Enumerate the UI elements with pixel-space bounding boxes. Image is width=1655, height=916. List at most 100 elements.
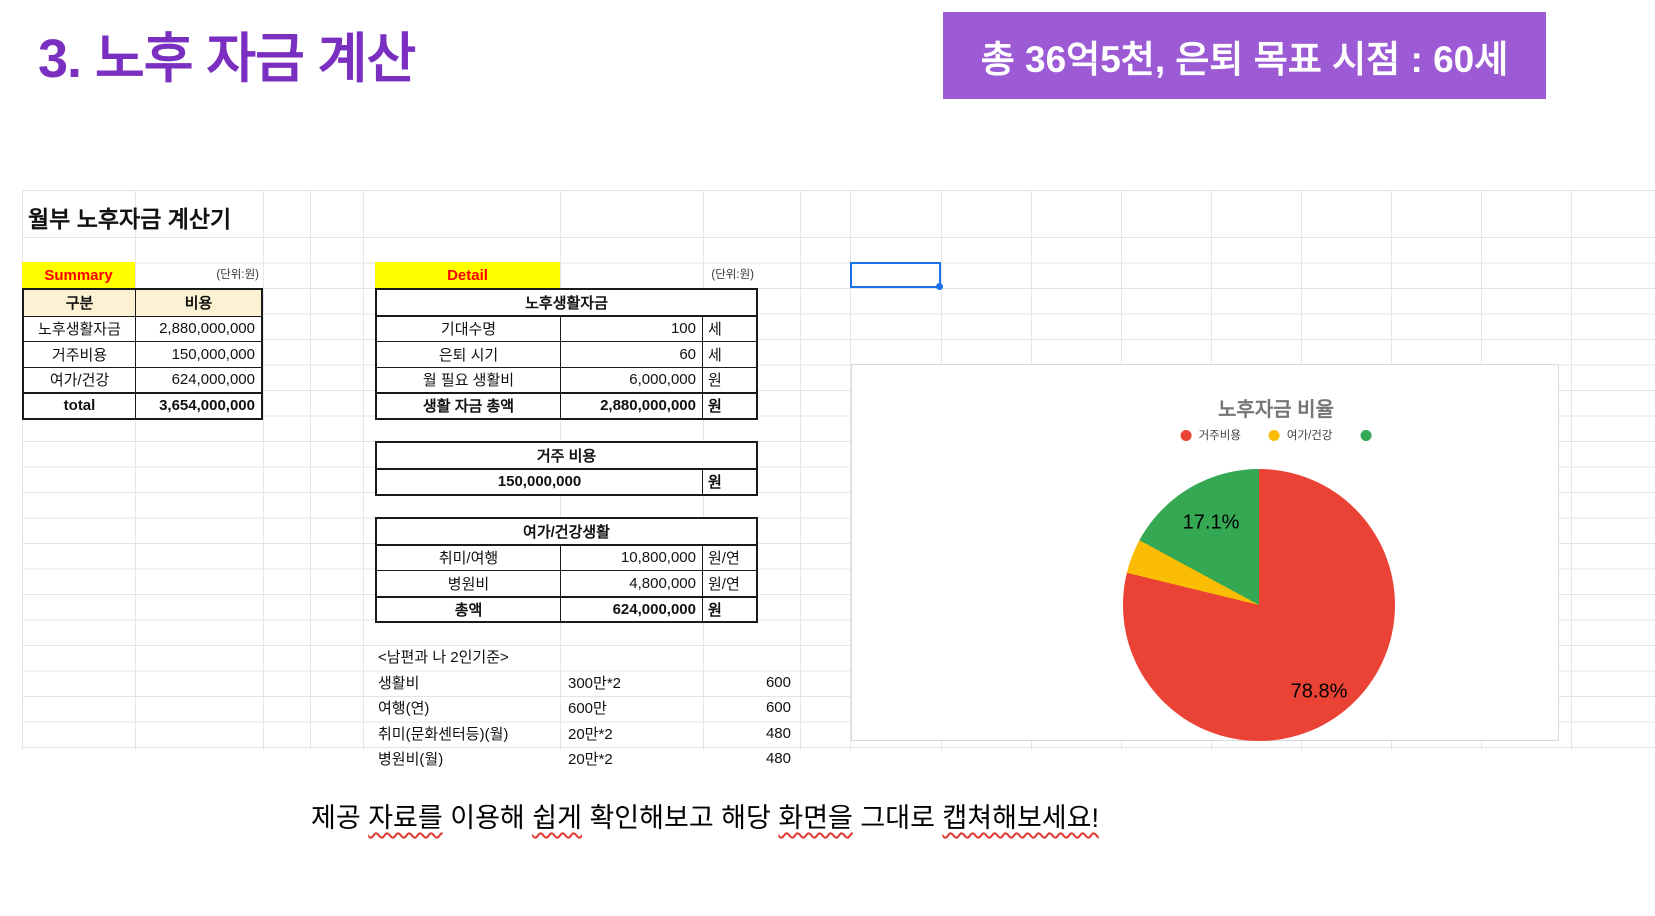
summary-row-value[interactable]: 150,000,000 xyxy=(135,342,261,367)
table-row: 거주비용 150,000,000 xyxy=(24,341,261,367)
caption-segment: 제공 xyxy=(311,803,369,833)
housing-unit[interactable]: 원 xyxy=(702,469,756,494)
detail-row-value[interactable]: 10,800,000 xyxy=(560,545,702,570)
legend-item: 여가/건강 xyxy=(1268,427,1333,443)
fill-handle[interactable] xyxy=(936,283,943,290)
table-row: 은퇴 시기 60 세 xyxy=(377,341,756,367)
detail-total-unit[interactable]: 원 xyxy=(702,394,756,418)
leisure-header: 여가/건강생활 xyxy=(377,519,756,545)
notes-row: 병원비(월) 20만*2 480 xyxy=(375,746,795,772)
notes-amount[interactable]: 480 xyxy=(765,724,791,742)
summary-label-cell[interactable]: Summary xyxy=(22,262,135,288)
summary-row-name[interactable]: 거주비용 xyxy=(51,346,108,364)
notes-row: 생활비 300만*2 600 xyxy=(375,670,795,696)
page-title: 3. 노후 자금 계산 xyxy=(38,29,416,89)
notes-amount[interactable]: 600 xyxy=(765,673,791,691)
leisure-total-row: 총액 624,000,000 원 xyxy=(377,595,756,621)
notes-formula[interactable]: 600만 xyxy=(568,700,607,718)
detail-row-value[interactable]: 100 xyxy=(560,316,702,341)
table-row: 기대수명 100 세 xyxy=(377,315,756,341)
detail-row-unit[interactable]: 세 xyxy=(702,342,756,367)
chart-title: 노후자금 비율 xyxy=(1218,399,1334,421)
table-row: 노후생활자금 2,880,000,000 xyxy=(24,315,261,341)
section-header[interactable]: 여가/건강생활 xyxy=(523,523,610,541)
detail-row-name[interactable]: 월 필요 생활비 xyxy=(422,372,515,390)
sheet-title: 월부 노후자금 계산기 xyxy=(28,206,232,232)
notes-name[interactable]: 여행(연) xyxy=(378,700,430,718)
legend-dot-icon xyxy=(1360,429,1372,441)
legend-item: 거주비용 xyxy=(1180,427,1241,443)
summary-row-name[interactable]: 노후생활자금 xyxy=(38,321,121,339)
chart-legend: 거주비용 여가/건강 xyxy=(1180,427,1372,443)
summary-row-value[interactable]: 624,000,000 xyxy=(135,367,261,392)
legend-label: 거주비용 xyxy=(1198,430,1241,442)
notes-title[interactable]: <남편과 나 2인기준> xyxy=(378,649,509,667)
caption-segment: 화면을 xyxy=(778,803,853,833)
summary-row-value[interactable]: 2,880,000,000 xyxy=(135,316,261,341)
life-funds-header: 노후생활자금 xyxy=(377,290,756,316)
housing-header: 거주 비용 xyxy=(377,443,756,469)
notes-title-row: <남편과 나 2인기준> xyxy=(375,644,795,670)
detail-total-name[interactable]: 총액 xyxy=(454,601,483,619)
selected-cell[interactable] xyxy=(850,262,943,290)
section-header[interactable]: 노후생활자금 xyxy=(525,294,608,312)
legend-dot-icon xyxy=(1268,429,1280,441)
detail-total-value[interactable]: 2,880,000,000 xyxy=(560,394,702,418)
notes-formula[interactable]: 20만*2 xyxy=(568,751,613,769)
summary-unit-note: (단위:원) xyxy=(216,269,259,281)
detail-row-value[interactable]: 6,000,000 xyxy=(560,367,702,392)
life-funds-table: 노후생활자금 기대수명 100 세 은퇴 시기 60 세 월 필요 생활비 6,… xyxy=(375,288,758,420)
summary-total-name[interactable]: total xyxy=(63,397,96,415)
detail-label-cell[interactable]: Detail xyxy=(375,262,560,288)
summary-col-header[interactable]: 비용 xyxy=(135,290,261,316)
detail-row-name[interactable]: 은퇴 시기 xyxy=(438,346,499,364)
detail-row-unit[interactable]: 세 xyxy=(702,316,756,341)
notes-row: 여행(연) 600만 600 xyxy=(375,695,795,721)
table-row: 병원비 4,800,000 원/연 xyxy=(377,570,756,596)
detail-total-value[interactable]: 624,000,000 xyxy=(560,597,702,621)
summary-table: 구분 비용 노후생활자금 2,880,000,000 거주비용 150,000,… xyxy=(22,288,263,420)
detail-row-name[interactable]: 취미/여행 xyxy=(438,550,499,568)
detail-row-unit[interactable]: 원/연 xyxy=(702,545,756,570)
legend-label: 여가/건강 xyxy=(1286,430,1333,442)
leisure-table: 여가/건강생활 취미/여행 10,800,000 원/연 병원비 4,800,0… xyxy=(375,517,758,623)
section-header[interactable]: 거주 비용 xyxy=(536,447,597,465)
detail-row-unit[interactable]: 원/연 xyxy=(702,571,756,596)
summary-header-row: 구분 비용 xyxy=(24,290,261,316)
detail-row-unit[interactable]: 원 xyxy=(702,367,756,392)
detail-total-unit[interactable]: 원 xyxy=(702,597,756,621)
pie-slice-label: 78.8% xyxy=(1290,680,1348,703)
pie-chart-container[interactable]: 노후자금 비율 거주비용 여가/건강 17.1% 78.8% xyxy=(851,364,1559,741)
detail-row-value[interactable]: 60 xyxy=(560,342,702,367)
detail-row-value[interactable]: 4,800,000 xyxy=(560,571,702,596)
housing-value-row: 150,000,000 원 xyxy=(377,468,756,494)
notes-amount[interactable]: 480 xyxy=(765,750,791,768)
detail-row-name[interactable]: 병원비 xyxy=(447,575,490,593)
legend-item xyxy=(1360,429,1372,441)
detail-total-name[interactable]: 생활 자금 총액 xyxy=(422,398,515,416)
notes-name[interactable]: 병원비(월) xyxy=(378,751,444,769)
caption-segment: 이용해 xyxy=(442,803,533,833)
summary-row-name[interactable]: 여가/건강 xyxy=(49,372,110,390)
notes-formula[interactable]: 20만*2 xyxy=(568,725,613,743)
caption-segment: 캡쳐해보세요! xyxy=(942,803,1099,833)
notes-name[interactable]: 생활비 xyxy=(378,674,420,692)
pie-slice-label: 17.1% xyxy=(1182,511,1240,534)
summary-total-value[interactable]: 3,654,000,000 xyxy=(135,394,261,418)
table-row: 취미/여행 10,800,000 원/연 xyxy=(377,544,756,570)
housing-table: 거주 비용 150,000,000 원 xyxy=(375,441,758,496)
housing-value[interactable]: 150,000,000 xyxy=(497,473,582,491)
notes-name[interactable]: 취미(문화센터등)(월) xyxy=(378,725,509,743)
notes-formula[interactable]: 300만*2 xyxy=(568,674,622,692)
caption: 제공 자료를 이용해 쉽게 확인해보고 해당 화면을 그대로 캡쳐해보세요! xyxy=(0,796,1410,835)
notes-block: <남편과 나 2인기준> 생활비 300만*2 600 여행(연) 600만 6… xyxy=(375,644,795,772)
detail-row-name[interactable]: 기대수명 xyxy=(440,321,497,339)
pie[interactable] xyxy=(1123,469,1395,741)
caption-segment: 자료를 xyxy=(368,803,443,833)
summary-col-header[interactable]: 구분 xyxy=(65,295,94,313)
table-row: 여가/건강 624,000,000 xyxy=(24,366,261,392)
notes-row: 취미(문화센터등)(월) 20만*2 480 xyxy=(375,721,795,747)
notes-amount[interactable]: 600 xyxy=(765,699,791,717)
summary-total-row: total 3,654,000,000 xyxy=(24,392,261,418)
